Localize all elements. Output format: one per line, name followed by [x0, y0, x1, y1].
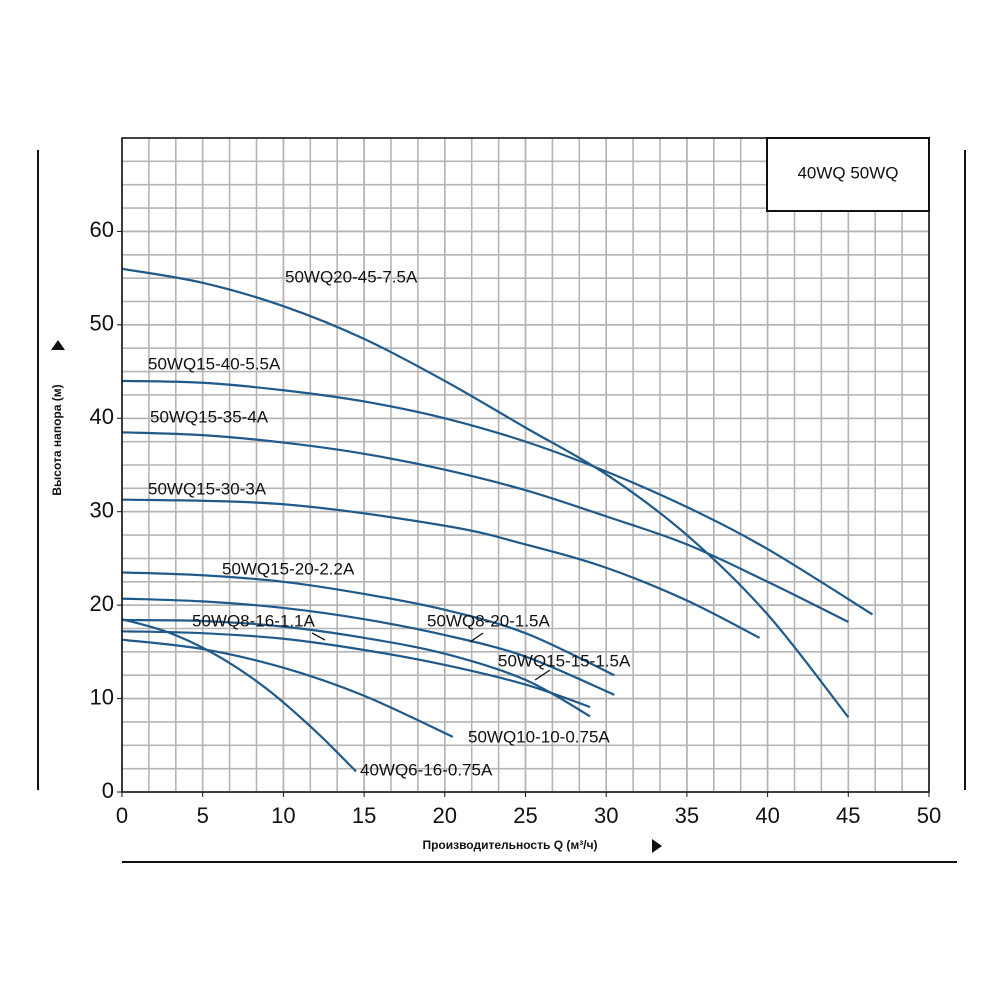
x-arrow	[652, 839, 662, 853]
pump-curve	[121, 571, 615, 677]
y-tick-label: 40	[90, 404, 114, 429]
y-tick-label: 20	[90, 591, 114, 616]
pump-curve	[121, 638, 454, 738]
leader-line	[534, 669, 551, 681]
x-axis-title: Производительность Q (м³/ч)	[422, 838, 597, 852]
x-tick-label: 20	[433, 803, 457, 828]
pump-curve	[121, 618, 357, 773]
curve-label: 50WQ8-16-1.1A	[192, 611, 315, 630]
pump-curve	[121, 431, 849, 623]
pump-curve	[121, 267, 850, 718]
pump-curve	[121, 618, 591, 718]
curve-label: 50WQ15-15-1.5A	[498, 651, 631, 670]
pump-curve	[121, 597, 615, 696]
curve-label: 50WQ15-40-5.5A	[148, 354, 281, 373]
x-tick-label: 0	[116, 803, 128, 828]
curve-label: 40WQ6-16-0.75A	[360, 760, 493, 779]
y-tick-label: 10	[90, 684, 114, 709]
x-tick-label: 30	[594, 803, 618, 828]
y-axis-title: Высота напора (м)	[50, 384, 64, 495]
curve-label: 50WQ15-30-3A	[148, 479, 267, 498]
x-tick-label: 25	[513, 803, 537, 828]
x-tick-label: 5	[197, 803, 209, 828]
x-tick-label: 45	[836, 803, 860, 828]
curve-label: 50WQ20-45-7.5A	[285, 267, 418, 286]
box	[766, 137, 930, 212]
curve-label: 50WQ15-35-4A	[150, 407, 269, 426]
leader-line	[469, 632, 484, 643]
curves	[121, 267, 874, 773]
curve-label: 50WQ8-20-1.5A	[427, 611, 550, 630]
box-label: 40WQ 50WQ	[797, 163, 898, 182]
curve-label: 50WQ15-20-2.2A	[222, 559, 355, 578]
y-tick-label: 50	[90, 311, 114, 336]
leader-line	[311, 632, 326, 641]
x-tick-label: 40	[755, 803, 779, 828]
y-tick-label: 60	[90, 217, 114, 242]
y-tick-label: 0	[102, 778, 114, 803]
pump-curve	[121, 630, 591, 709]
y-arrow	[51, 340, 65, 350]
x-tick-label: 35	[675, 803, 699, 828]
x-tick-label: 50	[917, 803, 941, 828]
pump-curve	[121, 498, 761, 639]
pump-curve	[121, 379, 874, 616]
curve-label: 50WQ10-10-0.75A	[468, 727, 610, 746]
x-tick-label: 10	[271, 803, 295, 828]
y-tick-label: 30	[90, 498, 114, 523]
x-tick-label: 15	[352, 803, 376, 828]
